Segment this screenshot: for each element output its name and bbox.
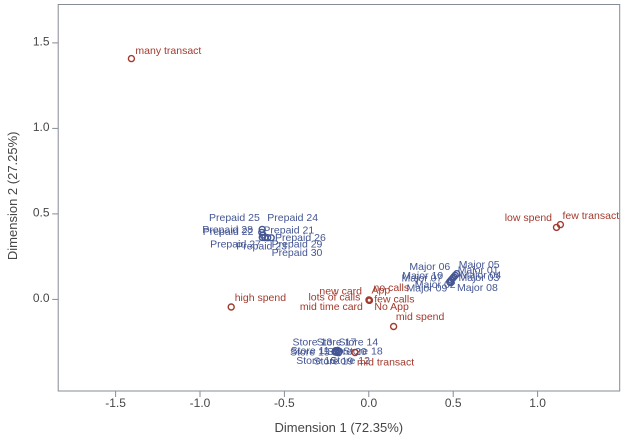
svg-text:Prepaid 25: Prepaid 25: [209, 212, 260, 224]
svg-text:0.0: 0.0: [33, 291, 50, 305]
svg-text:Store 12: Store 12: [330, 355, 370, 367]
svg-text:Major 03: Major 03: [459, 272, 500, 284]
svg-text:Dimension 2 (27.25%): Dimension 2 (27.25%): [5, 131, 20, 260]
svg-text:1.0: 1.0: [529, 396, 546, 410]
svg-text:Store 14: Store 14: [339, 337, 379, 349]
svg-text:Store 13: Store 13: [293, 337, 333, 349]
svg-text:0.0: 0.0: [360, 396, 377, 410]
svg-text:Prepaid 22: Prepaid 22: [203, 226, 254, 238]
svg-text:low spend: low spend: [505, 212, 552, 224]
svg-text:Prepaid 24: Prepaid 24: [267, 212, 318, 224]
svg-text:-1.0: -1.0: [190, 396, 211, 410]
svg-text:mid time card: mid time card: [300, 301, 363, 313]
svg-text:-0.5: -0.5: [274, 396, 295, 410]
svg-text:Store 17: Store 17: [317, 337, 357, 349]
svg-text:Major 08: Major 08: [457, 282, 498, 294]
svg-text:Major 02: Major 02: [415, 279, 456, 291]
svg-text:Dimension 1 (72.35%): Dimension 1 (72.35%): [274, 420, 403, 435]
svg-text:no calls: no calls: [374, 282, 410, 294]
svg-text:Prepaid 29: Prepaid 29: [272, 239, 323, 251]
svg-text:1.0: 1.0: [33, 120, 50, 134]
svg-text:few calls: few calls: [374, 293, 414, 305]
svg-text:Major 04: Major 04: [461, 270, 502, 282]
svg-text:Major 09: Major 09: [407, 283, 448, 295]
svg-text:Store 19: Store 19: [314, 356, 354, 368]
svg-text:lots of calls: lots of calls: [308, 291, 360, 303]
svg-text:Prepaid 27: Prepaid 27: [210, 238, 261, 250]
svg-text:0.5: 0.5: [33, 206, 50, 220]
svg-text:Major 05: Major 05: [459, 259, 500, 271]
svg-text:mid spend: mid spend: [396, 311, 445, 323]
svg-text:Prepaid 30: Prepaid 30: [272, 247, 323, 259]
svg-text:high spend: high spend: [235, 292, 287, 304]
svg-text:Store 16: Store 16: [296, 355, 336, 367]
svg-text:Major 06: Major 06: [409, 261, 450, 273]
svg-text:No App: No App: [374, 301, 409, 313]
svg-text:Store 15: Store 15: [290, 346, 330, 358]
svg-text:Prepaid 28: Prepaid 28: [202, 224, 253, 236]
svg-text:mid transact: mid transact: [357, 356, 414, 368]
svg-text:Prepaid 26: Prepaid 26: [275, 232, 326, 244]
svg-text:-1.5: -1.5: [105, 396, 126, 410]
svg-text:Prepaid 23: Prepaid 23: [236, 240, 287, 252]
svg-text:many transact: many transact: [135, 45, 201, 57]
svg-text:Prepaid 21: Prepaid 21: [263, 225, 314, 237]
svg-text:Major 07: Major 07: [402, 273, 443, 285]
svg-text:new card: new card: [319, 285, 362, 297]
svg-text:Major 10: Major 10: [402, 270, 443, 282]
svg-text:0.5: 0.5: [445, 396, 462, 410]
svg-text:few transact: few transact: [563, 210, 620, 222]
svg-text:Major 01: Major 01: [458, 265, 499, 277]
svg-text:1.5: 1.5: [33, 35, 50, 49]
svg-text:App: App: [372, 284, 391, 296]
svg-text:Store 11: Store 11: [291, 345, 330, 357]
